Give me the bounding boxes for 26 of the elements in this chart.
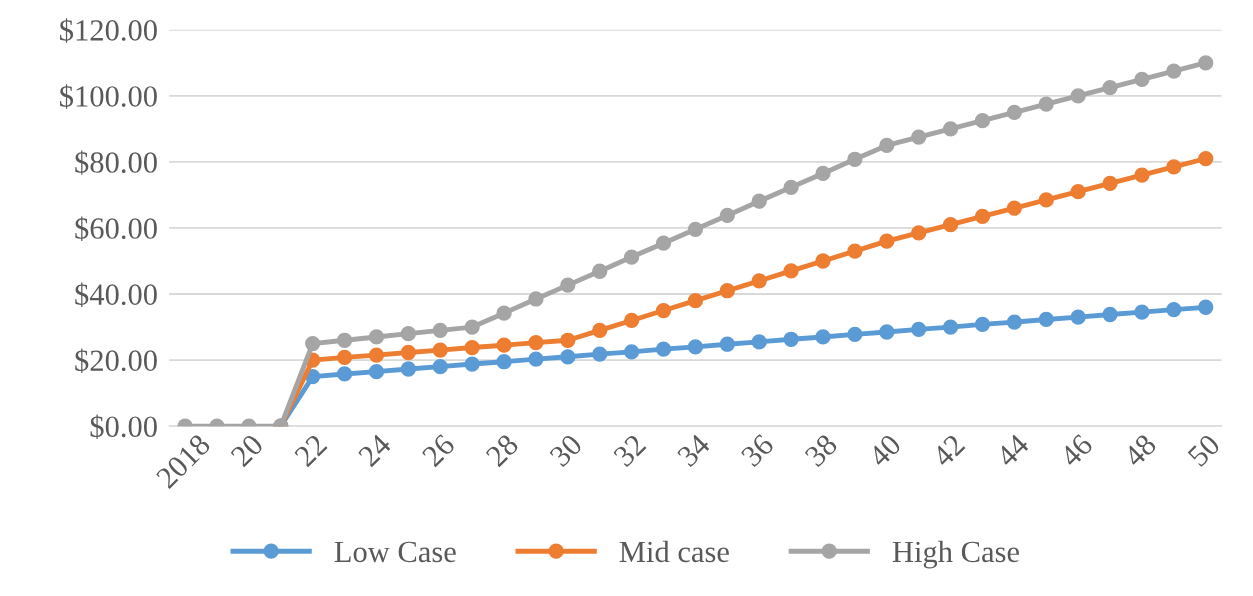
x-tick-label: 26 <box>421 433 456 468</box>
x-tick-label: 42 <box>931 433 966 468</box>
x-tick-label: 40 <box>867 433 903 469</box>
x-tick-label: 50 <box>1187 433 1222 468</box>
legend-label: High Case <box>892 540 1019 569</box>
x-tick-label: 34 <box>676 432 712 468</box>
x-tick-label: 36 <box>740 433 775 468</box>
y-tick-label: $60.00 <box>75 216 157 241</box>
x-tick-label: 30 <box>548 433 584 468</box>
x-tick-label: 44 <box>994 432 1031 468</box>
x-tick-label: 24 <box>357 432 393 468</box>
y-tick-label: $20.00 <box>75 348 157 374</box>
y-tick-label: $80.00 <box>75 150 157 175</box>
legend-label: Low Case <box>334 541 456 563</box>
y-tick-label: $0.00 <box>90 414 157 440</box>
x-tick-label: 22 <box>293 433 328 468</box>
x-tick-label: 20 <box>229 433 265 468</box>
y-tick-label: $100.00 <box>60 84 157 109</box>
y-tick-label: $40.00 <box>75 282 157 307</box>
x-tick-label: 48 <box>1122 433 1158 469</box>
x-tick-label: 28 <box>485 433 520 468</box>
x-tick-label: 46 <box>1058 433 1094 469</box>
x-tick-label: 32 <box>612 433 647 468</box>
x-tick-label: 38 <box>804 433 839 468</box>
y-tick-label: $120.00 <box>60 18 157 43</box>
legend-label: Mid case <box>619 540 729 563</box>
